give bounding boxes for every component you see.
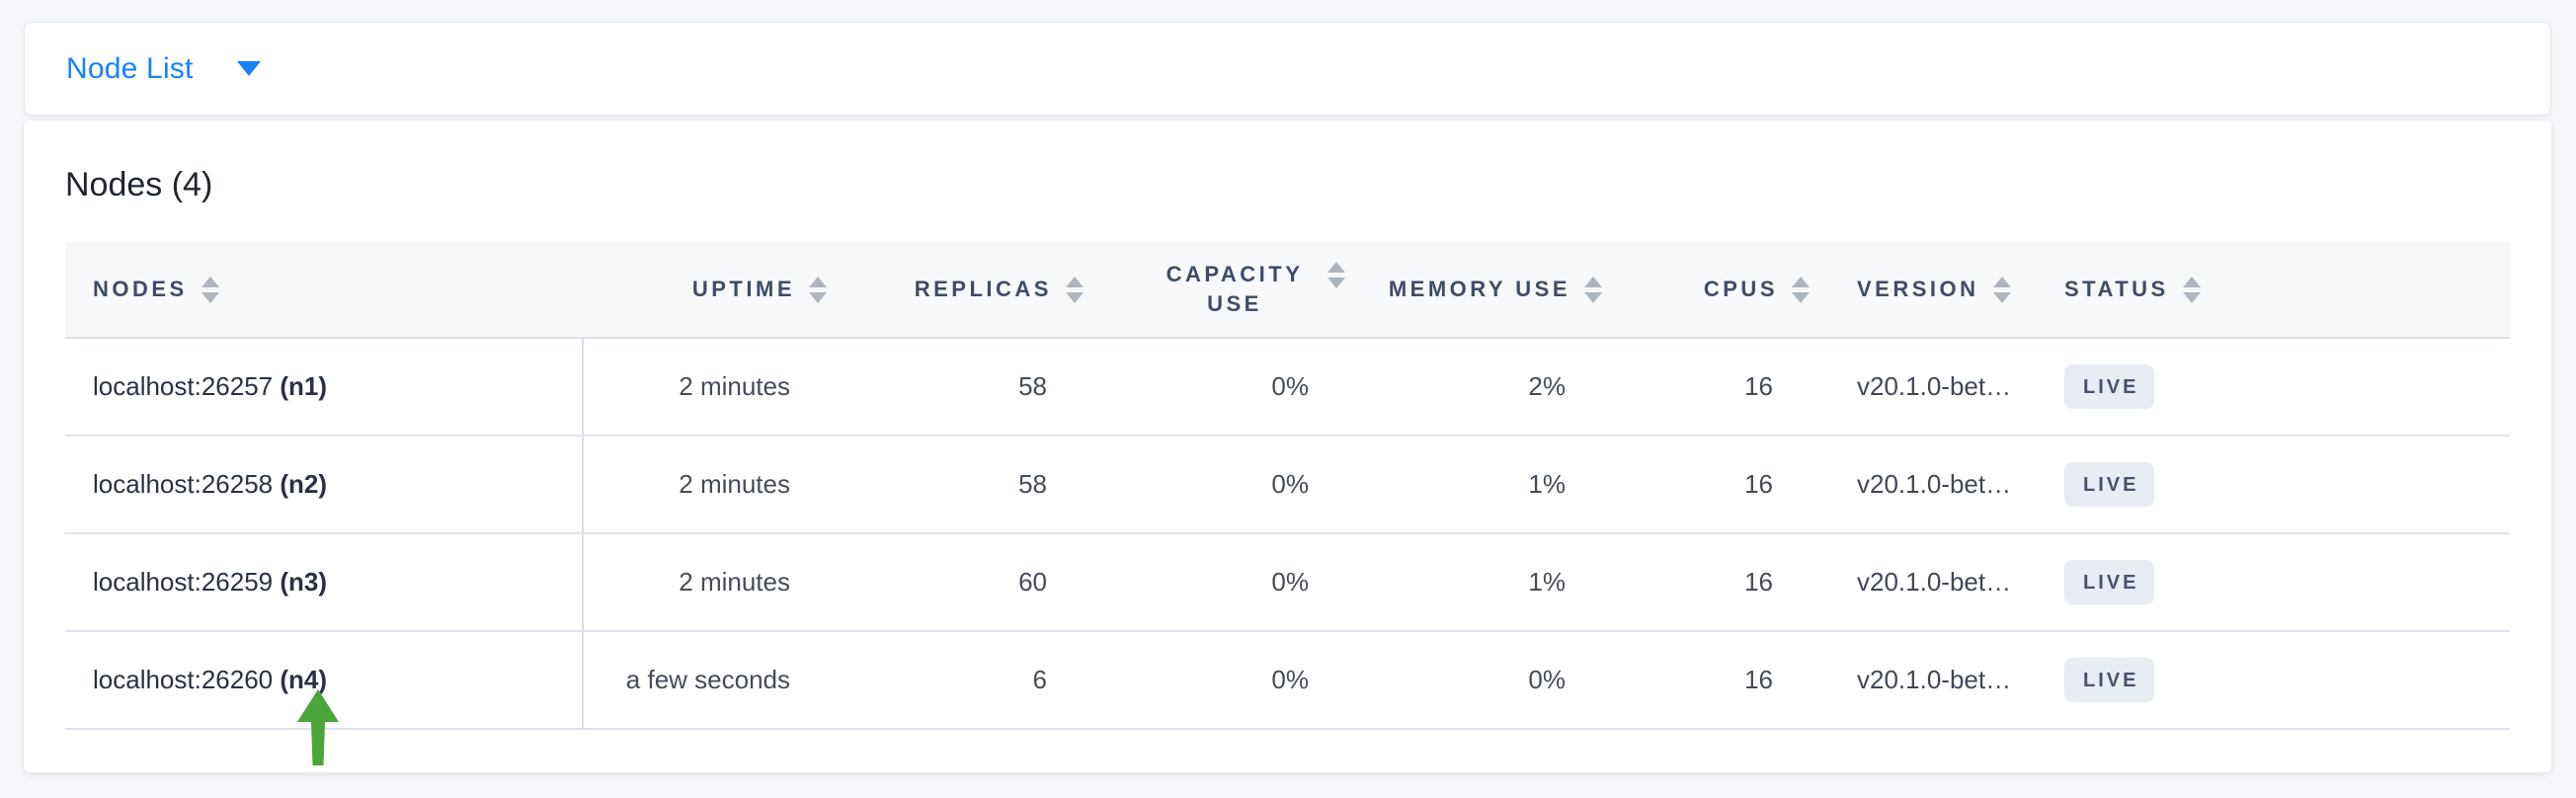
chevron-down-icon [236, 61, 261, 76]
node-address-cell: localhost:26259 (n3) [65, 533, 584, 632]
column-label: CAPACITY USE [1166, 262, 1304, 316]
green-up-arrow-icon [297, 689, 339, 765]
column-label: VERSION [1857, 277, 1979, 301]
column-header-uptime[interactable]: UPTIME [583, 242, 835, 339]
table-row-n4: localhost:26260 (n4) a few seconds 6 0% … [65, 631, 2510, 730]
version-cell: v20.1.0-bet… [1817, 436, 2045, 534]
status-cell: LIVE [2045, 436, 2510, 534]
column-label: REPLICAS [914, 277, 1052, 301]
sort-icon [809, 276, 827, 303]
status-badge: LIVE [2064, 658, 2155, 702]
node-id: (n3) [280, 567, 328, 597]
column-label: STATUS [2064, 277, 2169, 301]
nodes-table: NODES UPTIME REPLICAS [65, 242, 2510, 730]
node-address: localhost:26257 [93, 371, 274, 401]
status-cell: LIVE [2045, 338, 2510, 437]
table-header-row: NODES UPTIME REPLICAS [65, 242, 2510, 339]
sort-icon [1792, 276, 1810, 303]
version-cell: v20.1.0-bet… [1817, 533, 2045, 632]
cpus-cell: 16 [1610, 338, 1817, 437]
column-label: CPUS [1703, 277, 1778, 301]
memory-use-cell: 0% [1353, 631, 1610, 730]
table-row-n1: localhost:26257 (n1) 2 minutes 58 0% 2% … [65, 338, 2510, 437]
sort-icon [1584, 276, 1602, 303]
node-id: (n4) [280, 665, 328, 694]
memory-use-cell: 2% [1353, 338, 1610, 437]
node-list-dropdown[interactable]: Node List [66, 52, 261, 86]
uptime-cell: a few seconds [583, 631, 835, 730]
sort-icon [201, 276, 219, 303]
node-list-dropdown-label: Node List [66, 51, 194, 85]
uptime-cell: 2 minutes [583, 436, 835, 534]
cpus-cell: 16 [1610, 533, 1817, 632]
node-address: localhost:26259 [93, 567, 274, 597]
column-label: NODES [93, 277, 188, 301]
column-header-version[interactable]: VERSION [1817, 242, 2045, 339]
cpus-cell: 16 [1610, 631, 1817, 730]
sort-icon [1992, 276, 2011, 303]
replicas-cell: 6 [835, 631, 1091, 730]
status-badge: LIVE [2064, 364, 2155, 409]
replicas-cell: 58 [835, 436, 1091, 534]
uptime-cell: 2 minutes [583, 533, 835, 632]
page-title: Nodes (4) [65, 166, 213, 203]
column-label: MEMORY USE [1388, 277, 1570, 301]
replicas-cell: 58 [835, 338, 1091, 437]
status-badge: LIVE [2064, 462, 2155, 507]
uptime-cell: 2 minutes [583, 338, 835, 437]
node-address-cell: localhost:26257 (n1) [65, 338, 584, 437]
memory-use-cell: 1% [1353, 436, 1610, 534]
column-header-status[interactable]: STATUS [2045, 242, 2510, 339]
node-id: (n1) [280, 371, 328, 401]
cpus-cell: 16 [1610, 436, 1817, 534]
status-cell: LIVE [2045, 533, 2510, 632]
column-header-capacity-use[interactable]: CAPACITY USE [1091, 242, 1353, 339]
capacity-use-cell: 0% [1091, 436, 1353, 534]
table-row-n3: localhost:26259 (n3) 2 minutes 60 0% 1% … [65, 533, 2510, 632]
version-cell: v20.1.0-bet… [1817, 338, 2045, 437]
column-header-nodes[interactable]: NODES [65, 242, 583, 339]
status-cell: LIVE [2045, 631, 2510, 730]
table-row-n2: localhost:26258 (n2) 2 minutes 58 0% 1% … [65, 436, 2510, 534]
node-address: localhost:26258 [93, 469, 274, 499]
node-address: localhost:26260 [93, 665, 274, 694]
sort-icon [2182, 276, 2201, 303]
status-badge: LIVE [2064, 560, 2155, 604]
memory-use-cell: 1% [1353, 533, 1610, 632]
view-selector-bar: Node List [24, 22, 2551, 116]
capacity-use-cell: 0% [1091, 533, 1353, 632]
capacity-use-cell: 0% [1091, 338, 1353, 437]
column-header-cpus[interactable]: CPUS [1610, 242, 1817, 339]
sort-icon [1328, 262, 1345, 288]
replicas-cell: 60 [835, 533, 1091, 632]
column-header-replicas[interactable]: REPLICAS [835, 242, 1091, 339]
nodes-card: Nodes (4) NODES UPTIME [24, 120, 2551, 772]
node-id: (n2) [280, 469, 328, 499]
capacity-use-cell: 0% [1091, 631, 1353, 730]
column-header-memory-use[interactable]: MEMORY USE [1353, 242, 1610, 339]
sort-icon [1066, 276, 1084, 303]
column-label: UPTIME [691, 277, 795, 301]
version-cell: v20.1.0-bet… [1817, 631, 2045, 730]
node-address-cell: localhost:26258 (n2) [65, 436, 584, 534]
